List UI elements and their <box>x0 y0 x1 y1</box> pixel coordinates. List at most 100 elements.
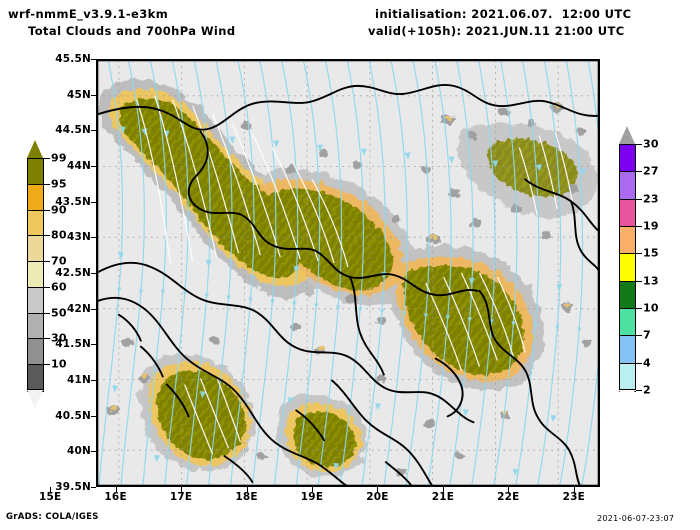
x-axis-tick-label: 16E <box>104 491 127 503</box>
map-canvas <box>97 60 599 486</box>
y-axis-tick-label: 41.5N <box>55 338 91 351</box>
colorbar-tick-mark <box>636 362 642 364</box>
y-axis-tick-label: 40.5N <box>55 409 91 422</box>
colorbar-tick-label: 15 <box>643 246 659 260</box>
colorbar-tick-mark <box>44 235 50 237</box>
colorbar-tick-mark <box>636 226 642 227</box>
colorbar-tick-mark <box>636 280 642 282</box>
y-axis-tick-label: 42N <box>67 302 91 315</box>
x-axis-tick-mark <box>442 487 444 492</box>
colorbar-tick-label: 30 <box>643 137 659 151</box>
colorbar-segment <box>619 226 636 255</box>
colorbar-tick-mark <box>44 312 50 314</box>
x-axis-tick-mark <box>181 487 183 492</box>
y-axis-tick-mark <box>91 237 96 239</box>
colorbar-tick-mark <box>636 308 642 309</box>
y-axis-tick-mark <box>91 273 96 274</box>
y-axis-tick-mark <box>91 94 96 96</box>
field-title-label: Total Clouds and 700hPa Wind <box>28 24 236 38</box>
x-axis-tick-mark <box>377 487 379 492</box>
colorbar-segment <box>27 261 44 288</box>
colorbar-segment <box>619 335 636 364</box>
y-axis-tick-label: 44N <box>67 160 91 172</box>
x-axis-tick-mark <box>50 487 52 492</box>
colorbar-tick-label: 10 <box>51 357 67 371</box>
streamline-arrow-heads <box>112 126 586 477</box>
y-axis-tick-mark <box>91 380 96 381</box>
colorbar-tick-label: 2 <box>643 383 651 397</box>
y-axis-tick-label: 45.5N <box>55 53 91 65</box>
x-axis-tick-mark <box>508 487 510 492</box>
y-axis-tick-label: 43N <box>67 231 91 244</box>
colorbar-tick-label: 27 <box>643 164 659 178</box>
x-axis-tick-label: 22E <box>497 491 520 503</box>
colorbar-segment <box>27 286 44 314</box>
colorbar-tick-mark <box>636 144 642 145</box>
y-axis-tick-label: 43.5N <box>55 195 91 208</box>
y-axis-tick-mark <box>91 130 96 132</box>
colorbar-cap-top <box>27 140 43 158</box>
y-axis-tick-label: 40N <box>67 445 91 458</box>
x-axis-tick-label: 21E <box>431 491 455 503</box>
colorbar-tick-label: 13 <box>643 274 659 288</box>
map-plot-area[interactable] <box>96 59 600 487</box>
y-axis-tick-label: 45N <box>67 88 91 101</box>
initialisation-time-label: initialisation: 2021.06.07. 12:00 UTC <box>375 7 632 21</box>
x-axis-tick-label: 19E <box>300 491 324 503</box>
colorbar-tick-mark <box>636 253 642 255</box>
colorbar-outline <box>619 144 636 390</box>
x-axis-tick-mark <box>312 487 313 492</box>
colorbar-tick-label: 80 <box>51 228 67 242</box>
y-axis-tick-mark <box>91 308 96 310</box>
colorbar-segment <box>27 235 44 263</box>
colorbar-cap-bottom <box>619 390 635 408</box>
colorbar-tick-label: 7 <box>643 328 651 342</box>
x-axis-tick-mark <box>246 487 248 492</box>
coastlines-and-borders <box>97 84 599 486</box>
colorbar-cap-top <box>619 126 635 144</box>
colorbar-tick-mark <box>44 183 50 185</box>
y-axis-tick-mark <box>91 166 96 167</box>
colorbar-tick-mark <box>44 209 50 211</box>
colorbar-tick-mark <box>44 158 50 159</box>
y-axis-tick-label: 44.5N <box>55 124 91 137</box>
colorbar-tick-label: 50 <box>51 306 67 320</box>
colorbar-tick-mark <box>44 286 50 288</box>
colorbar-tick-label: 99 <box>51 151 67 165</box>
colorbar-tick-label: 30 <box>51 331 67 345</box>
x-axis-tick-label: 18E <box>235 491 258 503</box>
wind-streamlines-strong <box>136 95 574 455</box>
wind-streamlines <box>98 60 599 486</box>
colorbar-segment <box>619 280 636 309</box>
colorbar-outline <box>27 158 44 390</box>
y-axis-tick-label: 42.5N <box>55 267 91 279</box>
colorbar-tick-label: 70 <box>51 254 67 268</box>
colorbar-tick-mark <box>636 390 642 391</box>
colorbar-segment <box>619 171 636 200</box>
colorbar-tick-label: 23 <box>643 192 659 206</box>
grads-credit-label: GrADS: COLA/IGES <box>6 512 99 522</box>
colorbar-segment <box>27 312 44 340</box>
colorbar-tick-label: 10 <box>643 301 659 315</box>
y-axis-tick-mark <box>91 201 96 203</box>
render-timestamp-label: 2021-06-07-23:07 <box>597 514 675 523</box>
colorbar-tick-label: 19 <box>643 219 659 233</box>
x-axis-tick-mark <box>573 487 575 492</box>
colorbar-tick-label: 90 <box>51 203 67 217</box>
colorbar-tick-mark <box>636 171 642 173</box>
colorbar-tick-mark <box>636 335 642 337</box>
y-axis-tick-mark <box>91 487 96 488</box>
colorbar-segment <box>619 308 636 337</box>
y-axis-tick-mark <box>91 451 96 453</box>
colorbar-tick-mark <box>44 338 50 340</box>
colorbar-total-clouds: 99 95 90 80 70 60 50 30 10 <box>27 140 67 408</box>
colorbar-tick-mark <box>636 198 642 200</box>
x-axis-tick-label: 20E <box>366 491 389 503</box>
colorbar-tick-mark <box>44 364 50 366</box>
y-axis-tick-mark <box>91 344 96 346</box>
colorbar-tick-label: 95 <box>51 177 67 191</box>
colorbar-tick-label: 4 <box>643 356 651 370</box>
colorbar-cap-bottom <box>27 390 43 408</box>
colorbar-segment <box>619 253 636 282</box>
colorbar-segment <box>27 183 44 211</box>
